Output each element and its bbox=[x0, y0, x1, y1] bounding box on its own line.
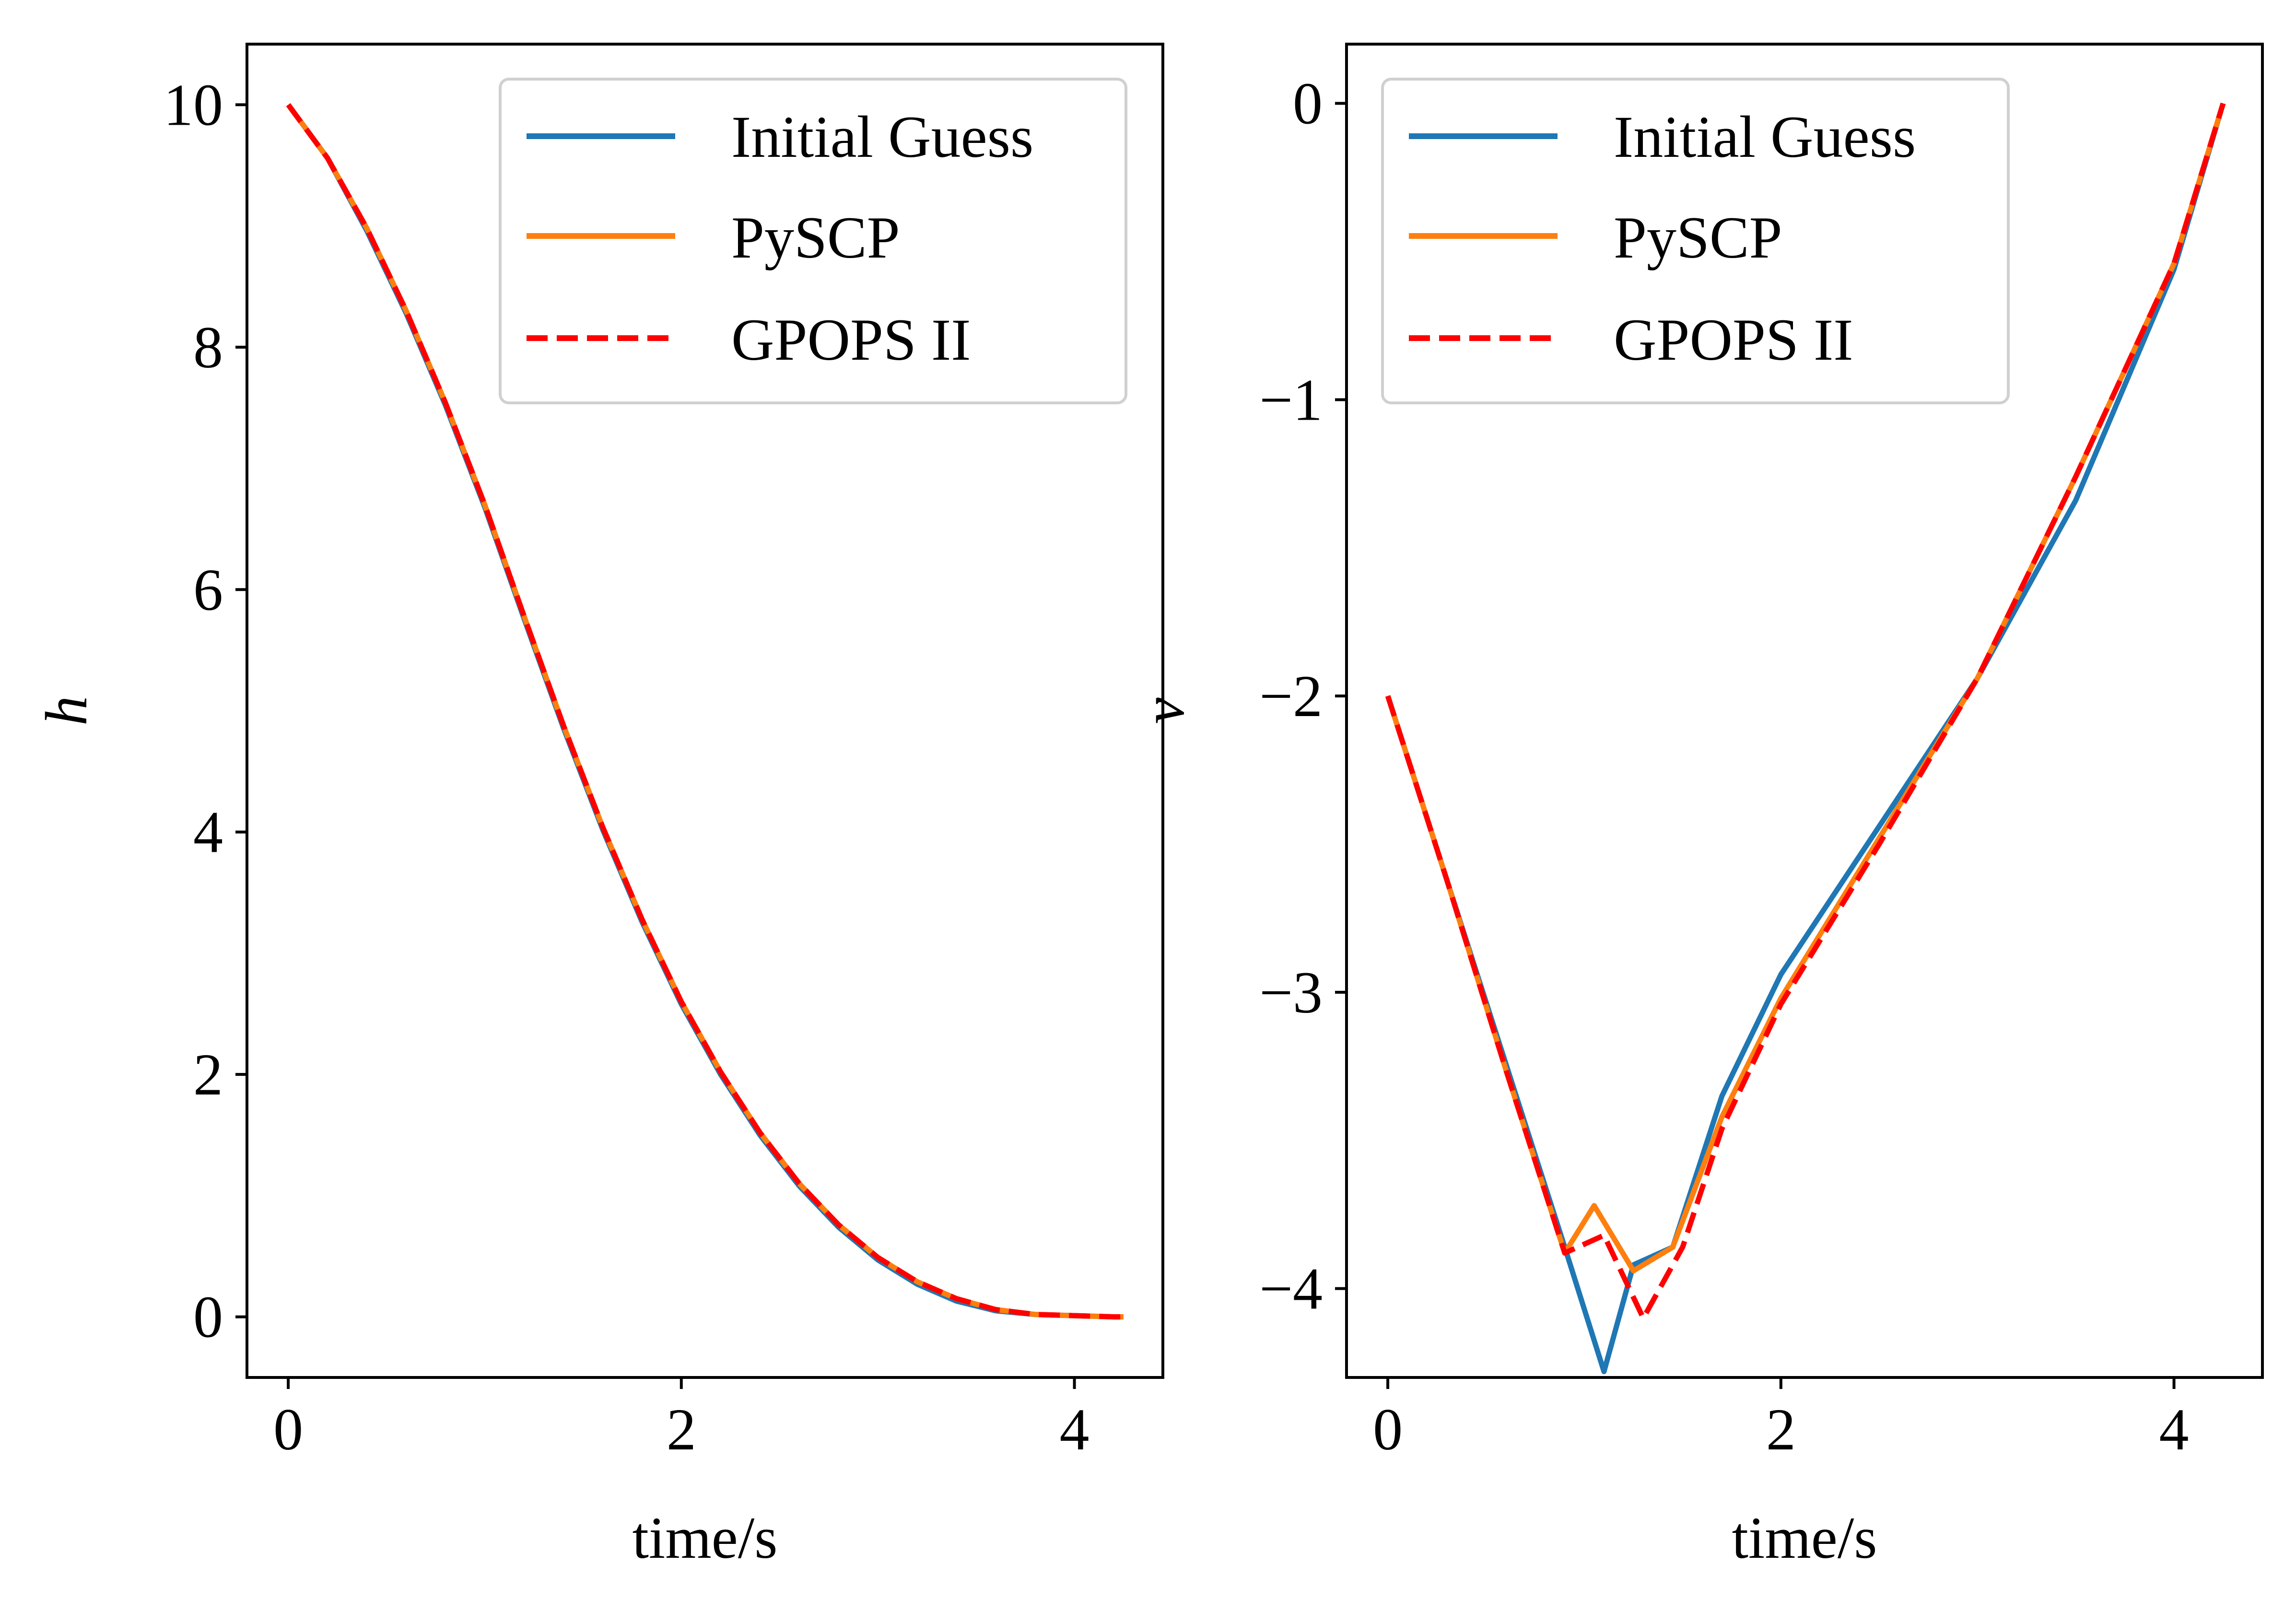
v-ticks: 0 2 4 0 −1 −2 −3 −4 bbox=[1259, 71, 2189, 1462]
h-panel: 0 2 4 0 2 4 6 8 10 time/s h Initial Guess PySCP … bbox=[34, 43, 1164, 1571]
v-y-axis-label: v bbox=[1131, 697, 1196, 724]
h-x-tick-label: 0 bbox=[273, 1397, 303, 1462]
v-legend-label-gpops: GPOPS II bbox=[1614, 307, 1853, 373]
h-axes-frame bbox=[246, 43, 1164, 1379]
v-y-tick-label: 0 bbox=[1293, 71, 1323, 137]
v-legend: Initial Guess PySCP GPOPS II bbox=[1381, 78, 2010, 404]
h-y-axis-label: h bbox=[34, 696, 99, 726]
h-legend: Initial Guess PySCP GPOPS II bbox=[499, 78, 1127, 404]
v-legend-label-pyscp: PySCP bbox=[1614, 205, 1782, 271]
h-y-tick-label: 2 bbox=[193, 1042, 223, 1107]
v-series-lines bbox=[1385, 102, 2226, 1375]
v-x-axis-label: time/s bbox=[1732, 1505, 1877, 1571]
v-x-tick-label: 2 bbox=[1766, 1397, 1796, 1462]
h-x-tick-label: 2 bbox=[667, 1397, 696, 1462]
v-y-tick-label: −1 bbox=[1259, 367, 1323, 433]
h-ticks: 0 2 4 0 2 4 6 8 10 bbox=[164, 72, 1089, 1462]
v-panel: 0 2 4 0 −1 −2 −3 −4 time/s v Initial Guess PySC… bbox=[1131, 43, 2264, 1571]
v-x-tick-label: 4 bbox=[2159, 1397, 2189, 1462]
h-legend-label-pyscp: PySCP bbox=[731, 205, 900, 271]
v-legend-label-initial-guess: Initial Guess bbox=[1614, 104, 1916, 170]
v-y-tick-label: −4 bbox=[1259, 1256, 1323, 1322]
h-y-tick-label: 0 bbox=[193, 1284, 223, 1350]
h-legend-label-initial-guess: Initial Guess bbox=[731, 104, 1033, 170]
v-axes-frame bbox=[1345, 43, 2264, 1379]
h-x-axis-label: time/s bbox=[632, 1505, 777, 1571]
h-legend-label-gpops: GPOPS II bbox=[731, 307, 971, 373]
h-x-tick-label: 4 bbox=[1060, 1397, 1089, 1462]
h-y-tick-label: 4 bbox=[193, 800, 223, 865]
h-series-lines bbox=[286, 103, 1124, 1320]
h-y-tick-label: 6 bbox=[193, 557, 223, 623]
v-legend-box bbox=[1381, 78, 2010, 404]
h-y-tick-label: 8 bbox=[193, 315, 223, 380]
v-y-tick-label: −3 bbox=[1259, 960, 1323, 1025]
v-series-gpops-ii bbox=[1385, 102, 2226, 1321]
v-x-tick-label: 0 bbox=[1373, 1397, 1403, 1462]
h-series-gpops-ii bbox=[286, 103, 1124, 1320]
h-y-tick-label: 10 bbox=[164, 72, 223, 138]
v-y-tick-label: −2 bbox=[1259, 663, 1323, 729]
h-legend-box bbox=[499, 78, 1127, 404]
